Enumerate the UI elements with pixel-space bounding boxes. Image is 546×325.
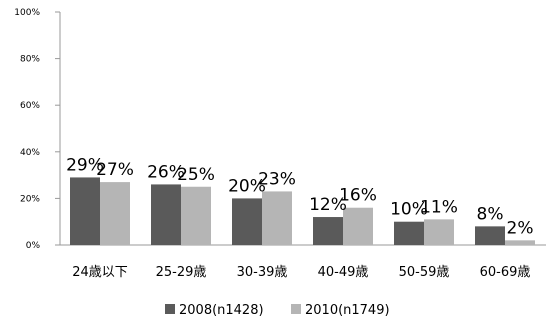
data-label: 2% xyxy=(507,218,534,238)
data-label: 10% xyxy=(390,200,428,220)
data-label: 16% xyxy=(339,186,377,206)
legend-swatch xyxy=(291,304,301,314)
y-tick-label: 100% xyxy=(14,8,40,18)
y-tick-label: 40% xyxy=(20,148,40,158)
x-tick-label: 60-69歳 xyxy=(480,265,531,280)
bar xyxy=(505,240,535,245)
x-tick-label: 50-59歳 xyxy=(399,265,450,280)
bar xyxy=(394,221,424,245)
y-tick-label: 20% xyxy=(20,194,40,204)
legend-label: 2010(n1749) xyxy=(305,303,390,318)
data-label: 12% xyxy=(309,195,347,215)
bar xyxy=(151,184,181,245)
bar xyxy=(181,186,211,245)
data-labels: 29% 26% 20% 12% 10% 8% 27% 25% 23% 16% 11% 2% xyxy=(66,155,533,238)
x-tick-label: 40-49歳 xyxy=(318,265,369,280)
bar xyxy=(343,207,373,245)
axes: 0% 20% 40% 60% 80% 100% 24歳以下 25-29歳 30-39歳 40-49… xyxy=(14,8,546,280)
bar xyxy=(232,198,262,245)
legend: 2008(n1428) 2010(n1749) xyxy=(165,303,390,318)
y-tick-label: 60% xyxy=(20,101,40,111)
data-label: 11% xyxy=(420,197,458,217)
bar xyxy=(313,217,343,245)
legend-label: 2008(n1428) xyxy=(179,303,264,318)
bars xyxy=(70,177,535,245)
x-tick-label: 30-39歳 xyxy=(237,265,288,280)
bar xyxy=(100,182,130,245)
bar xyxy=(475,226,505,245)
x-tick-label: 24歳以下 xyxy=(72,265,128,280)
data-label: 29% xyxy=(66,155,104,175)
data-label: 8% xyxy=(477,204,504,224)
y-tick-label: 0% xyxy=(26,241,41,251)
y-tick-label: 80% xyxy=(20,55,40,65)
bar xyxy=(424,219,454,245)
data-label: 26% xyxy=(147,162,185,182)
data-label: 27% xyxy=(96,160,134,180)
data-label: 23% xyxy=(258,169,296,189)
bar xyxy=(70,177,100,245)
data-label: 20% xyxy=(228,176,266,196)
x-tick-label: 25-29歳 xyxy=(156,265,207,280)
data-label: 25% xyxy=(177,165,215,185)
bar xyxy=(262,191,292,245)
legend-swatch xyxy=(165,304,175,314)
